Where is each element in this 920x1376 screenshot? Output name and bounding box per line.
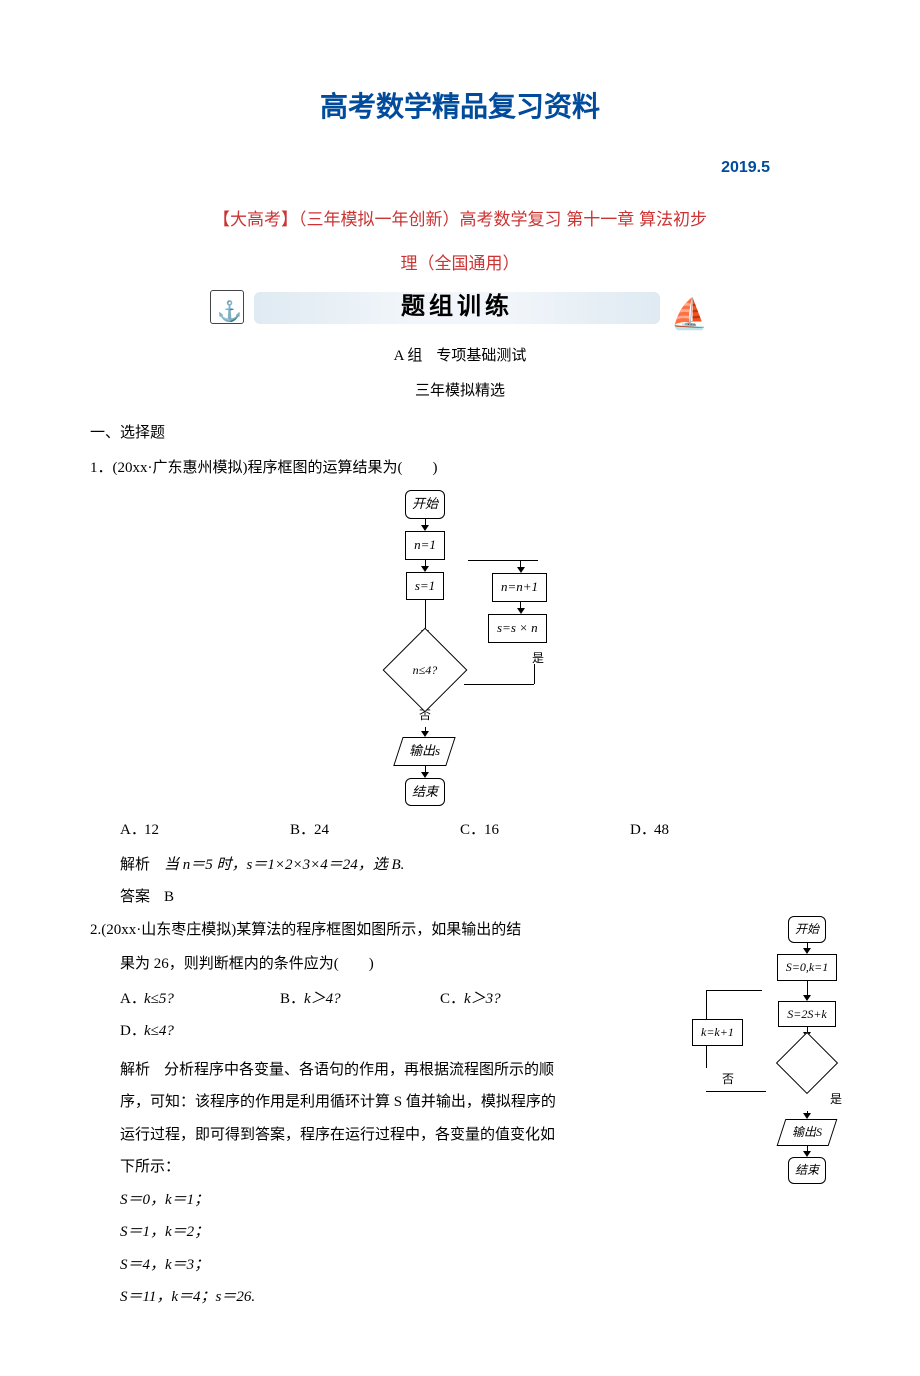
flow2-no: 否	[706, 1068, 760, 1091]
flow1-yes: 是	[514, 647, 562, 670]
q2-opt-b: B．k＞4?	[280, 985, 440, 1014]
section-heading: 一、选择题	[90, 419, 830, 448]
flow1-n1: n=1	[405, 531, 445, 560]
q1-explain: 解析当 n＝5 时，s＝1×2×3×4＝24，选 B.	[90, 851, 830, 880]
q2-trace-3: S＝4，k＝3；	[90, 1251, 660, 1280]
flow1-ssn: s=s × n	[488, 614, 547, 643]
ship-icon	[666, 288, 710, 328]
flow1-nn: n=n+1	[492, 573, 547, 602]
flow2-end: 结束	[788, 1157, 826, 1184]
q2-stem-l1: 2.(20xx·山东枣庄模拟)某算法的程序框图如图所示，如果输出的结	[90, 916, 660, 945]
flow1-start: 开始	[405, 490, 445, 519]
q1-stem: 1．(20xx·广东惠州模拟)程序框图的运算结果为( )	[90, 454, 830, 483]
anchor-icon	[210, 290, 244, 324]
flow1-end: 结束	[405, 778, 445, 807]
flow2-start: 开始	[788, 916, 826, 943]
flowchart-2: 开始 S=0,k=1 S=2S+k 是 输出S 结束 k=k+1 否	[706, 916, 866, 1184]
q2-explain-l2: 序，可知：该程序的作用是利用循环计算 S 值并输出，模拟程序的	[90, 1088, 660, 1117]
q1-opt-c: C．16	[460, 816, 630, 845]
q2-explain-l4: 下所示：	[90, 1153, 660, 1182]
flow2-inc: k=k+1	[692, 1019, 743, 1046]
q2-wrap: 2.(20xx·山东枣庄模拟)某算法的程序框图如图所示，如果输出的结 果为 26…	[90, 916, 830, 1312]
page-title: 高考数学精品复习资料	[90, 80, 830, 133]
flow1-out: 输出s	[394, 737, 456, 766]
group-label: A 组专项基础测试	[90, 342, 830, 371]
banner-bar: 题组训练	[254, 292, 660, 324]
banner-text: 题组训练	[401, 285, 513, 331]
q2-trace-4: S＝11，k＝4；s＝26.	[90, 1283, 660, 1312]
sub-label: 三年模拟精选	[90, 377, 830, 406]
q1-opt-d: D．48	[630, 816, 800, 845]
q2-options: A．k≤5? B．k＞4? C．k＞3? D．k≤4?	[90, 985, 660, 1050]
q1-options: A．12 B．24 C．16 D．48	[90, 816, 830, 845]
q1-opt-b: B．24	[290, 816, 460, 845]
date-label: 2019.5	[90, 153, 830, 183]
q2-explain-l3: 运行过程，即可得到答案，程序在运行过程中，各变量的值变化如	[90, 1121, 660, 1150]
subtitle-2: 理（全国通用）	[90, 248, 830, 280]
q2-explain-line: 解析分析程序中各变量、各语句的作用，再根据流程图所示的顺	[90, 1056, 660, 1085]
flow1-s1: s=1	[406, 572, 444, 601]
q1-answer: 答案B	[90, 883, 830, 912]
flow2-out: 输出S	[777, 1119, 838, 1146]
flow2-init: S=0,k=1	[777, 954, 838, 981]
flow2-upd: S=2S+k	[778, 1001, 836, 1028]
flow2-cond	[776, 1032, 838, 1094]
flowchart-1: 开始 n=1 s=1 n≤4? 否 输出s 结束 n=n+1 s=s × n 是	[350, 490, 570, 806]
q1-opt-a: A．12	[120, 816, 290, 845]
banner: 题组训练	[210, 288, 710, 328]
q2-trace-1: S＝0，k＝1；	[90, 1186, 660, 1215]
q2-opt-a: A．k≤5?	[120, 985, 280, 1014]
q2-stem-l2: 果为 26，则判断框内的条件应为( )	[90, 950, 660, 979]
flow1-cond: n≤4?	[383, 628, 468, 713]
q2-opt-c: C．k＞3?	[440, 985, 600, 1014]
q2-opt-d: D．k≤4?	[120, 1017, 280, 1046]
subtitle-1: 【大高考】（三年模拟一年创新）高考数学复习 第十一章 算法初步	[90, 204, 830, 236]
q2-trace-2: S＝1，k＝2；	[90, 1218, 660, 1247]
